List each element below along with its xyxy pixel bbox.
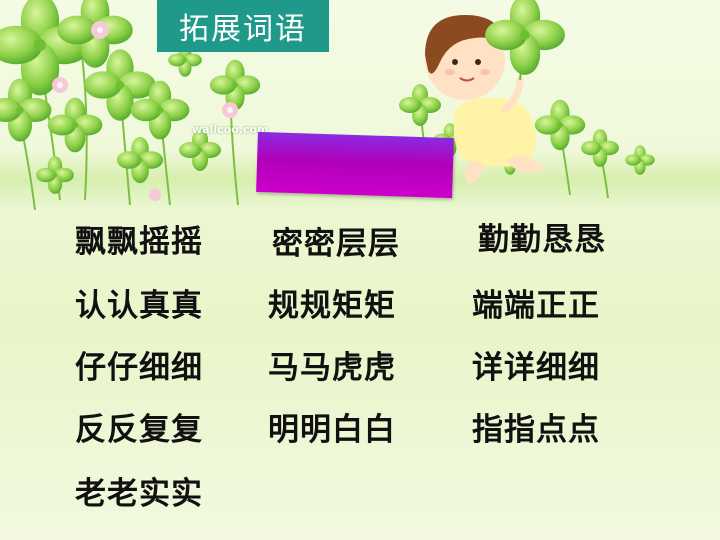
word-item: 规规矩矩 [268, 288, 396, 324]
word-item: 飘飘摇摇 [75, 224, 203, 260]
word-item: 认认真真 [75, 288, 203, 324]
slide-title: 拓展词语 [157, 0, 329, 52]
word-item: 密密层层 [272, 226, 400, 262]
word-item: 老老实实 [75, 476, 203, 512]
word-item: 马马虎虎 [268, 350, 396, 386]
word-item: 勤勤恳恳 [478, 222, 606, 258]
word-item: 端端正正 [472, 288, 600, 324]
girl-illustration [425, 0, 565, 185]
watermark: wallcoo.com [192, 123, 269, 136]
word-item: 反反复复 [75, 412, 203, 448]
clover-background-illustration [0, 0, 655, 211]
word-item: 明明白白 [268, 412, 396, 448]
word-item: 详详细细 [472, 350, 600, 386]
word-item: 仔仔细细 [75, 350, 203, 386]
word-item: 指指点点 [472, 412, 600, 448]
